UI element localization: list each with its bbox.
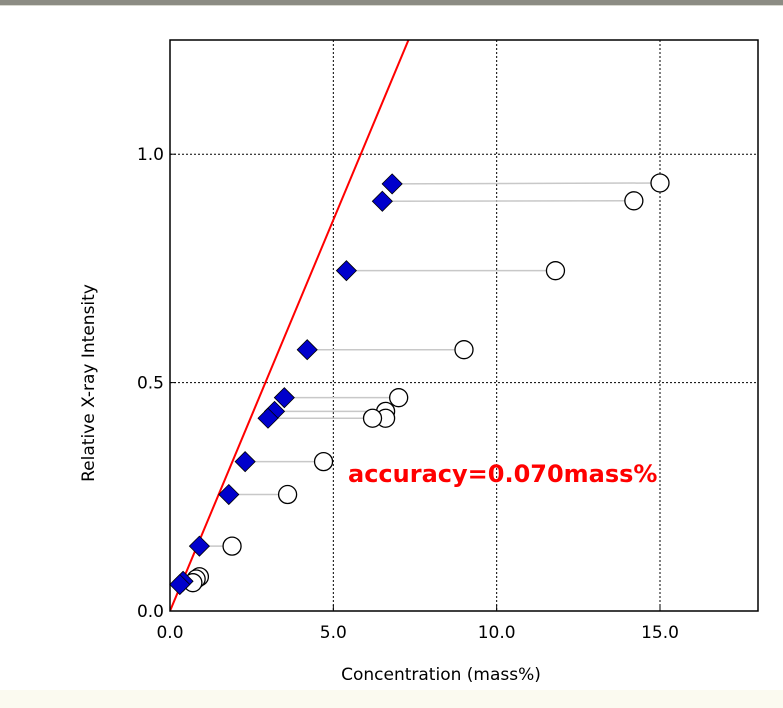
corrected-point [273, 387, 295, 409]
y-tick-label: 0.5 [137, 374, 164, 394]
corrected-point [381, 173, 403, 195]
corrected-point [335, 260, 357, 282]
measured-point [650, 173, 670, 193]
plot-area [170, 40, 758, 611]
x-tick-label: 5.0 [320, 623, 347, 643]
grid-lines [170, 40, 758, 611]
corrected-point [188, 535, 210, 557]
measured-point [222, 536, 242, 556]
x-axis-label: Concentration (mass%) [341, 665, 541, 685]
accuracy-annotation: accuracy=0.070mass% [348, 460, 657, 488]
x-tick-label: 15.0 [641, 623, 679, 643]
y-axis-label: Relative X-ray Intensity [79, 284, 99, 482]
x-tick-label: 10.0 [478, 623, 516, 643]
measured-point [389, 388, 409, 408]
measured-point [277, 484, 298, 505]
y-tick-label: 1.0 [137, 145, 164, 165]
y-tick-label: 0.0 [137, 602, 164, 622]
corrected-point [218, 483, 240, 506]
top-divider [0, 0, 783, 6]
corrected-point [169, 573, 191, 596]
connector-line [392, 182, 661, 185]
bottom-band [0, 690, 783, 708]
measured-points [183, 173, 670, 593]
axis-ticks: 0.0 5.0 10.0 15.0 0.0 0.5 1.0 [137, 145, 679, 643]
corrected-point [234, 451, 256, 473]
measured-point [362, 408, 383, 428]
measured-point [313, 451, 334, 472]
x-tick-label: 0.0 [156, 623, 183, 643]
measured-point [545, 261, 566, 281]
corrected-point [371, 190, 393, 212]
calibration-fit-line [170, 40, 410, 611]
measured-point [624, 191, 644, 211]
corrected-point [296, 339, 318, 361]
corrected-points [169, 173, 403, 596]
plot-frame [169, 39, 759, 612]
measured-point [454, 340, 474, 360]
corrected-point [257, 407, 279, 429]
calibration-line [170, 40, 410, 611]
